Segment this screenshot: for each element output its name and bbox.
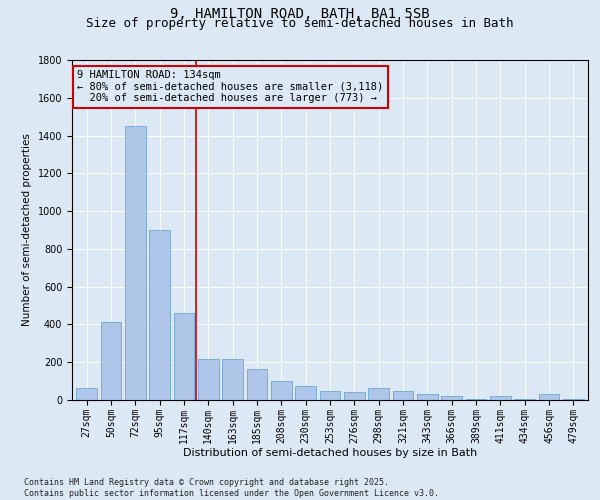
- Bar: [539, 394, 559, 400]
- Bar: [490, 396, 511, 400]
- Bar: [320, 390, 340, 400]
- Bar: [442, 396, 462, 400]
- Bar: [368, 388, 389, 400]
- Bar: [173, 313, 194, 400]
- Bar: [563, 399, 584, 400]
- Bar: [295, 386, 316, 400]
- Text: Contains HM Land Registry data © Crown copyright and database right 2025.
Contai: Contains HM Land Registry data © Crown c…: [24, 478, 439, 498]
- Bar: [417, 394, 438, 400]
- Bar: [466, 399, 487, 400]
- X-axis label: Distribution of semi-detached houses by size in Bath: Distribution of semi-detached houses by …: [183, 448, 477, 458]
- Bar: [125, 126, 146, 400]
- Text: 9, HAMILTON ROAD, BATH, BA1 5SB: 9, HAMILTON ROAD, BATH, BA1 5SB: [170, 8, 430, 22]
- Bar: [514, 399, 535, 400]
- Y-axis label: Number of semi-detached properties: Number of semi-detached properties: [22, 134, 32, 326]
- Bar: [76, 388, 97, 400]
- Bar: [271, 381, 292, 400]
- Bar: [392, 390, 413, 400]
- Text: 9 HAMILTON ROAD: 134sqm
← 80% of semi-detached houses are smaller (3,118)
  20% : 9 HAMILTON ROAD: 134sqm ← 80% of semi-de…: [77, 70, 383, 103]
- Bar: [149, 230, 170, 400]
- Bar: [344, 392, 365, 400]
- Bar: [222, 360, 243, 400]
- Text: Size of property relative to semi-detached houses in Bath: Size of property relative to semi-detach…: [86, 18, 514, 30]
- Bar: [101, 322, 121, 400]
- Bar: [247, 369, 268, 400]
- Bar: [198, 360, 218, 400]
